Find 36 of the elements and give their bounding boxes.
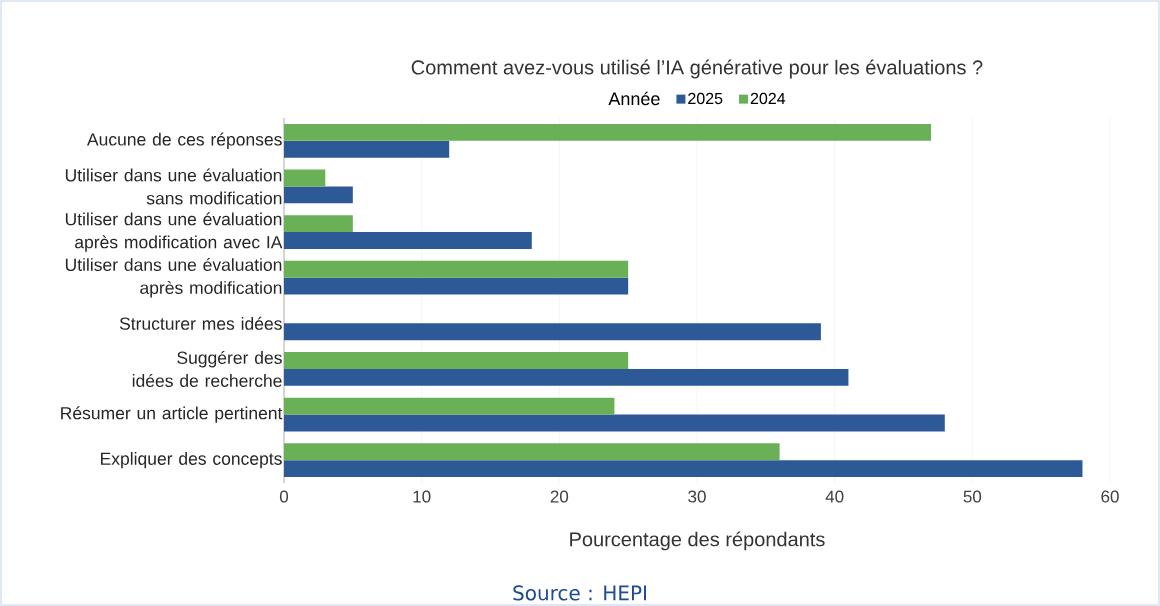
legend-label: 2024 — [750, 92, 786, 105]
bar — [284, 323, 821, 341]
bar — [284, 215, 353, 233]
bar — [284, 277, 629, 295]
bar — [284, 169, 326, 187]
bar — [284, 460, 1083, 478]
legend-title: Année — [608, 91, 660, 106]
x-tick-label: 40 — [825, 490, 844, 503]
bar — [284, 368, 849, 386]
x-axis-title: Pourcentage des répondants — [570, 531, 825, 551]
bar — [284, 232, 532, 249]
x-tick-label: 0 — [279, 490, 289, 503]
bar — [284, 397, 615, 415]
x-tick-label: 50 — [963, 490, 982, 503]
x-tick-label: 30 — [688, 490, 706, 503]
bar — [284, 352, 629, 369]
bar — [284, 140, 450, 158]
y-tick-label: Suggérer des idées de recherche — [132, 350, 282, 387]
bar — [284, 260, 629, 278]
y-tick-label: Utiliser dans une évaluation sans modification — [65, 168, 282, 205]
x-tick-label: 20 — [550, 490, 569, 503]
legend-label: 2025 — [688, 92, 723, 105]
bar — [284, 123, 932, 141]
source-note: Source : HEPI — [513, 585, 646, 601]
y-tick-label: Utiliser dans une évaluation après modification — [65, 257, 282, 298]
x-tick-label: 10 — [413, 490, 431, 503]
bar — [284, 443, 780, 461]
bar — [284, 186, 353, 204]
bar — [284, 414, 945, 432]
y-tick-label: Utiliser dans une évaluation après modification avec IA — [65, 212, 283, 252]
y-tick-label: Expliquer des concepts — [101, 452, 282, 469]
y-tick-label: Structurer mes idées — [119, 316, 282, 330]
chart-title: Comment avez-vous utilisé l’IA générative pour les évaluations ? — [411, 59, 983, 79]
y-tick-label: Résumer un article pertinent — [61, 406, 283, 423]
x-tick-label: 60 — [1101, 490, 1119, 503]
y-tick-label: Aucune de ces réponses — [86, 132, 282, 150]
